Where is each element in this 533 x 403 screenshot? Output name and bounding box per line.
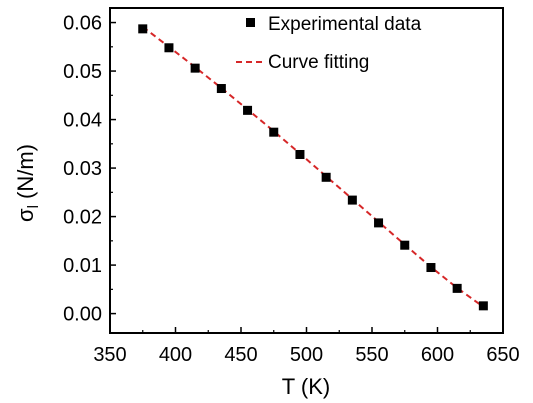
- data-point: [138, 24, 148, 34]
- y-tick-label: 0.01: [63, 255, 102, 277]
- data-point: [321, 172, 331, 182]
- plot-frame: [109, 7, 504, 334]
- y-tick-label: 0.02: [63, 207, 102, 229]
- y-tick-label: 0.00: [63, 304, 102, 326]
- x-tick-label: 550: [355, 344, 388, 366]
- x-tick-label: 400: [159, 344, 192, 366]
- data-point: [452, 283, 462, 293]
- y-tick-label: 0.03: [63, 158, 102, 180]
- y-axis-label-symbol: σ: [13, 208, 38, 222]
- data-point: [478, 301, 488, 311]
- y-tick-label: 0.06: [63, 13, 102, 35]
- x-tick-label: 500: [290, 344, 323, 366]
- legend-label-experimental: Experimental data: [268, 14, 422, 35]
- data-point: [295, 149, 305, 159]
- y-tick-label: 0.04: [63, 110, 102, 132]
- y-axis-label-unit: (N/m): [13, 144, 38, 205]
- data-point: [190, 63, 200, 73]
- x-axis-label: T (K): [282, 374, 330, 399]
- data-point: [426, 263, 436, 273]
- x-tick-label: 650: [486, 344, 519, 366]
- x-tick-label: 600: [421, 344, 454, 366]
- x-tick-label: 450: [224, 344, 257, 366]
- data-point: [400, 240, 410, 250]
- legend-marker-experimental: [246, 18, 255, 27]
- y-tick-label: 0.05: [63, 61, 102, 83]
- legend: Experimental data Curve fitting: [236, 14, 422, 73]
- series-layer: [138, 24, 488, 311]
- data-point: [347, 195, 357, 205]
- data-point: [374, 218, 384, 228]
- data-point: [164, 43, 174, 53]
- ticks-layer: 350 400 450 500 550 600 650 0.00 0.01 0.02 0.03 0.0…: [63, 13, 520, 366]
- y-axis-label-subscript: l: [25, 205, 42, 208]
- data-point: [269, 127, 279, 137]
- data-point: [216, 84, 226, 94]
- x-tick-label: 350: [93, 344, 126, 366]
- data-point: [243, 105, 253, 115]
- y-axis-label: σl (N/m): [13, 144, 42, 222]
- legend-label-fit: Curve fitting: [268, 52, 369, 73]
